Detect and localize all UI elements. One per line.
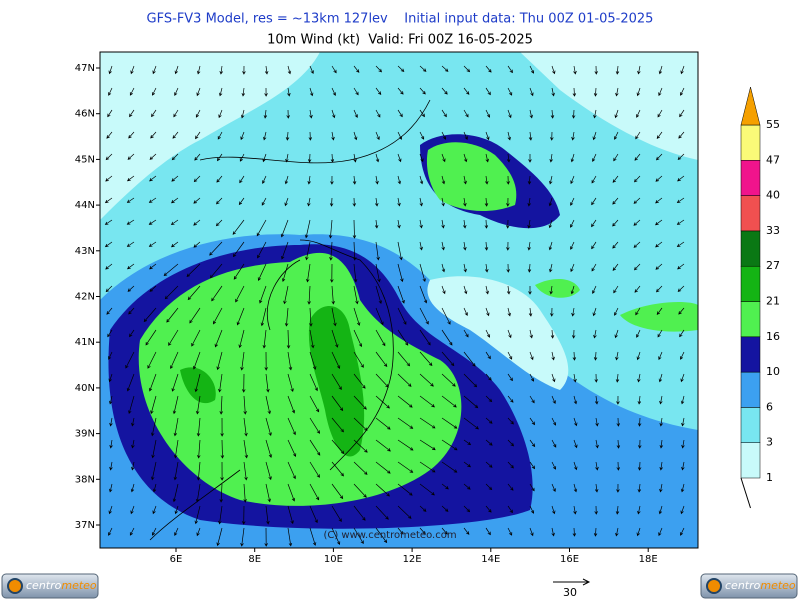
lon-label: 16E xyxy=(560,554,579,565)
lon-label: 14E xyxy=(481,554,500,565)
colorbar-label: 1 xyxy=(766,471,773,484)
logo-left: centrometeo xyxy=(1,573,99,599)
lon-label: 18E xyxy=(639,554,658,565)
colorbar-label: 3 xyxy=(766,436,773,449)
colorbar-label: 47 xyxy=(766,153,780,166)
colorbar-label: 40 xyxy=(766,189,780,202)
colorbar-label: 55 xyxy=(766,118,780,131)
colorbar-top xyxy=(740,86,761,126)
colorbar-label: 10 xyxy=(766,365,780,378)
lat-label: 46N xyxy=(75,109,95,120)
colorbar-label: 27 xyxy=(766,259,780,272)
adriatic-green xyxy=(426,142,517,212)
colorbar-swatch xyxy=(740,442,761,479)
copyright: (C) www.centrometeo.com xyxy=(323,530,456,541)
colorbar-label: 6 xyxy=(766,400,773,413)
lon-label: 12E xyxy=(403,554,422,565)
colorbar-label: 21 xyxy=(766,295,780,308)
field-light xyxy=(100,52,698,220)
lon-label: 8E xyxy=(248,554,261,565)
logo-part: centro xyxy=(725,579,761,592)
scale-arrow-head xyxy=(582,578,591,586)
lat-label: 38N xyxy=(75,474,95,485)
logo-right: centrometeo xyxy=(700,573,798,599)
colorbar-swatch xyxy=(740,195,761,232)
lat-label: 47N xyxy=(75,63,95,74)
colorbar-swatch xyxy=(740,230,761,267)
map-field xyxy=(100,52,698,548)
logo-icon xyxy=(7,578,23,594)
lat-label: 44N xyxy=(75,200,95,211)
wind-arrows xyxy=(104,65,685,547)
logo-text: centrometeo xyxy=(26,579,97,592)
logo-bg xyxy=(700,573,798,599)
colorbar-swatch xyxy=(740,336,761,373)
scale-label: 30 xyxy=(563,586,577,599)
lon-label: 10E xyxy=(324,554,343,565)
colorbar-label: 16 xyxy=(766,330,780,343)
colorbar-swatch xyxy=(740,301,761,338)
lat-label: 37N xyxy=(75,520,95,531)
wind-scale: 30 xyxy=(553,578,591,599)
subtitle: 10m Wind (kt) Valid: Fri 00Z 16-05-2025 xyxy=(267,33,533,48)
field-green-dark xyxy=(180,306,365,457)
logo-part: meteo xyxy=(760,579,796,592)
colorbar-swatch xyxy=(740,160,761,196)
lon-label: 6E xyxy=(170,554,183,565)
logo-part: meteo xyxy=(61,579,97,592)
coastlines xyxy=(149,99,431,541)
lat-label: 40N xyxy=(75,383,95,394)
lat-label: 43N xyxy=(75,246,95,257)
lat-label: 41N xyxy=(75,337,95,348)
colorbar-swatch xyxy=(740,265,761,302)
logo-text: centrometeo xyxy=(725,579,796,592)
colorbar: 1 3 6 10 16 21 27 33 40 47 55 xyxy=(740,86,780,509)
lat-label: 45N xyxy=(75,154,95,165)
colorbar-swatch xyxy=(740,371,761,408)
lat-label: 39N xyxy=(75,429,95,440)
logo-icon xyxy=(706,578,722,594)
logo-bg xyxy=(1,573,99,599)
colorbar-swatch xyxy=(740,407,761,443)
field-light-2 xyxy=(427,276,569,390)
map-frame xyxy=(99,51,699,549)
colorbar-label: 33 xyxy=(766,224,780,237)
title: GFS-FV3 Model, res = ~13km 127lev Initia… xyxy=(147,12,654,27)
colorbar-bottom xyxy=(740,477,751,509)
colorbar-swatch xyxy=(740,124,761,161)
logo-part: centro xyxy=(26,579,62,592)
lat-label: 42N xyxy=(75,292,95,303)
east-green xyxy=(535,278,698,332)
field-green xyxy=(138,252,462,506)
